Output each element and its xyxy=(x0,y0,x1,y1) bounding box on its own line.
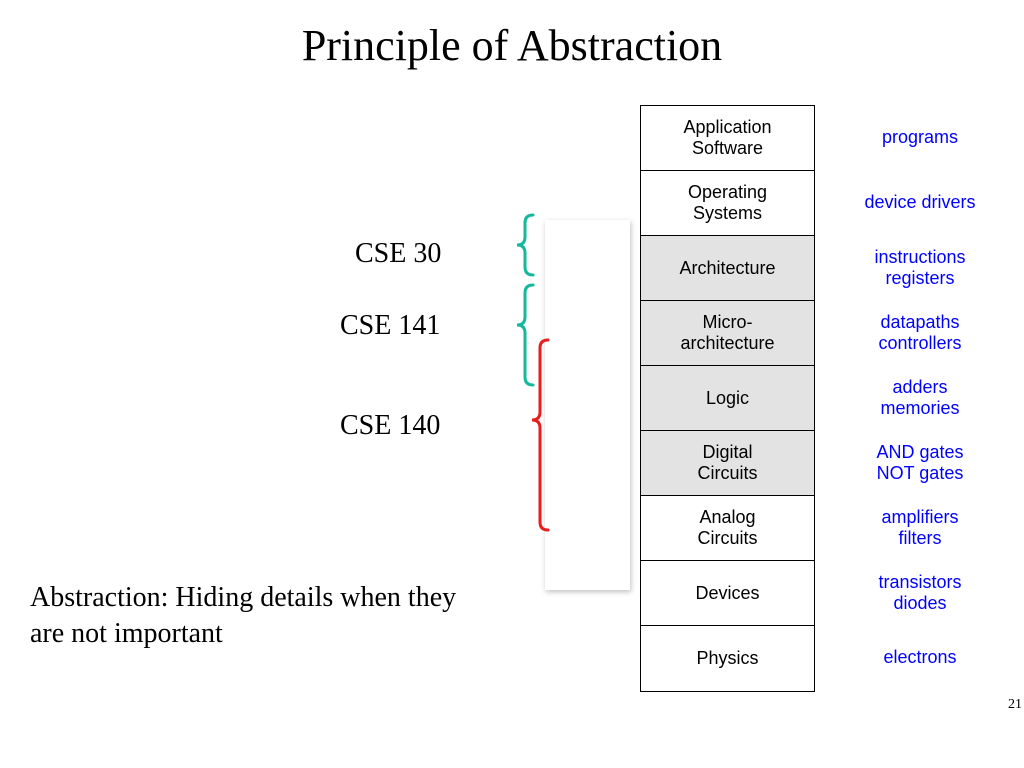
annotation-0: programs xyxy=(830,105,1010,170)
annotation-1: device drivers xyxy=(830,170,1010,235)
abstraction-stack: ApplicationSoftwareOperatingSystemsArchi… xyxy=(640,105,815,692)
course-label-1: CSE 141 xyxy=(340,310,440,342)
page-number: 21 xyxy=(1008,697,1022,713)
page-title: Principle of Abstraction xyxy=(0,20,1024,71)
layer-4: Logic xyxy=(641,366,814,431)
layer-1: OperatingSystems xyxy=(641,171,814,236)
annotation-6: amplifiersfilters xyxy=(830,495,1010,560)
annotation-7: transistorsdiodes xyxy=(830,560,1010,625)
annotation-3: datapathscontrollers xyxy=(830,300,1010,365)
layer-6: AnalogCircuits xyxy=(641,496,814,561)
layer-7: Devices xyxy=(641,561,814,626)
bracket-2 xyxy=(520,340,560,530)
stack-annotations: programsdevice driversinstructionsregist… xyxy=(830,105,1010,690)
annotation-8: electrons xyxy=(830,625,1010,690)
layer-0: ApplicationSoftware xyxy=(641,106,814,171)
course-label-0: CSE 30 xyxy=(355,238,441,270)
course-label-2: CSE 140 xyxy=(340,410,440,442)
layer-5: DigitalCircuits xyxy=(641,431,814,496)
annotation-4: addersmemories xyxy=(830,365,1010,430)
caption-text: Abstraction: Hiding details when they ar… xyxy=(30,580,490,653)
layer-2: Architecture xyxy=(641,236,814,301)
annotation-5: AND gatesNOT gates xyxy=(830,430,1010,495)
bracket-0 xyxy=(505,215,545,275)
layer-8: Physics xyxy=(641,626,814,691)
annotation-2: instructionsregisters xyxy=(830,235,1010,300)
layer-3: Micro-architecture xyxy=(641,301,814,366)
